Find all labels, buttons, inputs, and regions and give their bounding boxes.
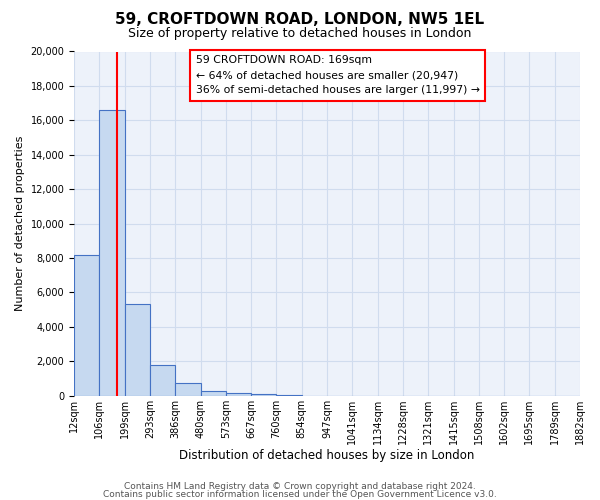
X-axis label: Distribution of detached houses by size in London: Distribution of detached houses by size …: [179, 450, 475, 462]
Bar: [251, 394, 277, 396]
Text: Contains public sector information licensed under the Open Government Licence v3: Contains public sector information licen…: [103, 490, 497, 499]
Bar: [150, 364, 175, 396]
Bar: [100, 110, 125, 396]
Text: Size of property relative to detached houses in London: Size of property relative to detached ho…: [128, 28, 472, 40]
Bar: [125, 304, 150, 396]
Bar: [74, 254, 100, 396]
Bar: [277, 395, 302, 396]
Text: 59 CROFTDOWN ROAD: 169sqm
← 64% of detached houses are smaller (20,947)
36% of s: 59 CROFTDOWN ROAD: 169sqm ← 64% of detac…: [196, 55, 479, 96]
Bar: [226, 393, 251, 396]
Bar: [175, 383, 200, 396]
Text: 59, CROFTDOWN ROAD, LONDON, NW5 1EL: 59, CROFTDOWN ROAD, LONDON, NW5 1EL: [115, 12, 485, 28]
Bar: [200, 390, 226, 396]
Y-axis label: Number of detached properties: Number of detached properties: [15, 136, 25, 312]
Text: Contains HM Land Registry data © Crown copyright and database right 2024.: Contains HM Land Registry data © Crown c…: [124, 482, 476, 491]
